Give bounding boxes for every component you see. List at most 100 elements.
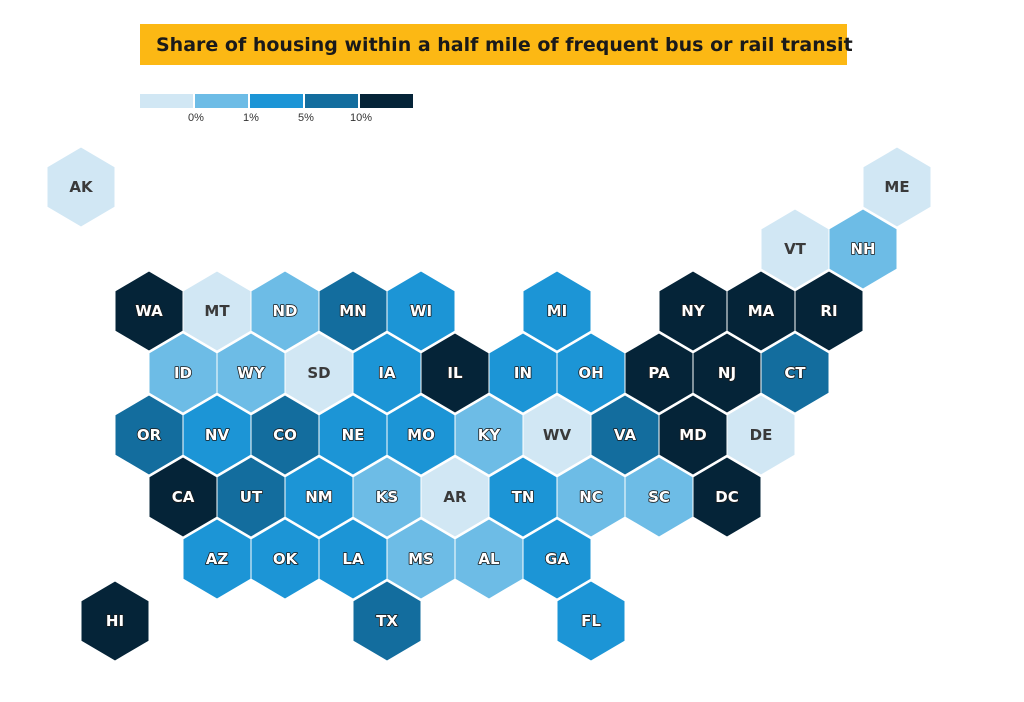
state-label: WA — [135, 302, 163, 320]
state-label: GA — [545, 550, 569, 568]
state-hex-ri[interactable]: RI — [794, 270, 864, 352]
state-hex-nm[interactable]: NM — [284, 456, 354, 538]
state-label: NH — [850, 240, 875, 258]
state-label: NV — [205, 426, 230, 444]
state-hex-mi[interactable]: MI — [522, 270, 592, 352]
state-label: KS — [376, 488, 398, 506]
state-hex-nj[interactable]: NJ — [692, 332, 762, 414]
state-hex-shape[interactable] — [556, 580, 626, 662]
state-label: UT — [240, 488, 263, 506]
state-hex-nd[interactable]: ND — [250, 270, 320, 352]
state-label: AZ — [206, 550, 229, 568]
state-hex-shape[interactable] — [352, 580, 422, 662]
state-hex-me[interactable]: ME — [862, 146, 932, 228]
state-hex-tn[interactable]: TN — [488, 456, 558, 538]
state-label: WI — [410, 302, 432, 320]
state-hex-shape[interactable] — [692, 456, 762, 538]
state-label: PA — [648, 364, 670, 382]
legend-tick-label: 0% — [188, 112, 204, 124]
state-label: OK — [273, 550, 299, 568]
state-hex-az[interactable]: AZ — [182, 518, 252, 600]
state-hex-mo[interactable]: MO — [386, 394, 456, 476]
state-label: KY — [478, 426, 502, 444]
legend-swatch — [195, 94, 248, 108]
state-label: MI — [547, 302, 568, 320]
state-label: IL — [447, 364, 463, 382]
state-hex-shape[interactable] — [760, 332, 830, 414]
state-hex-ma[interactable]: MA — [726, 270, 796, 352]
state-label: VA — [614, 426, 637, 444]
state-label: NM — [305, 488, 332, 506]
state-label: NY — [681, 302, 706, 320]
state-hex-nc[interactable]: NC — [556, 456, 626, 538]
state-label: TX — [376, 612, 398, 630]
legend-tick-label: 5% — [298, 112, 314, 124]
state-hex-shape[interactable] — [726, 394, 796, 476]
state-label: DE — [750, 426, 773, 444]
state-hex-mn[interactable]: MN — [318, 270, 388, 352]
state-hex-ne[interactable]: NE — [318, 394, 388, 476]
state-hex-nv[interactable]: NV — [182, 394, 252, 476]
state-label: WY — [237, 364, 266, 382]
state-label: AK — [69, 178, 94, 196]
state-hex-shape[interactable] — [46, 146, 116, 228]
state-label: CT — [784, 364, 806, 382]
state-label: ND — [272, 302, 297, 320]
state-hex-ks[interactable]: KS — [352, 456, 422, 538]
state-label: OR — [137, 426, 162, 444]
state-hex-ga[interactable]: GA — [522, 518, 592, 600]
state-label: MA — [748, 302, 775, 320]
legend-swatch — [140, 94, 193, 108]
state-hex-shape[interactable] — [828, 208, 898, 290]
state-hex-wy[interactable]: WY — [216, 332, 286, 414]
state-hex-ia[interactable]: IA — [352, 332, 422, 414]
metric-dropdown[interactable]: Share of housing within a half mile of f… — [140, 24, 853, 65]
state-label: AL — [478, 550, 500, 568]
state-hex-ar[interactable]: AR — [420, 456, 490, 538]
state-label: DC — [715, 488, 738, 506]
state-hex-hi[interactable]: HI — [80, 580, 150, 662]
state-label: LA — [342, 550, 364, 568]
state-label: IN — [514, 364, 532, 382]
state-hex-shape[interactable] — [522, 518, 592, 600]
state-label: SC — [648, 488, 670, 506]
state-hex-shape[interactable] — [80, 580, 150, 662]
state-hex-wi[interactable]: WI — [386, 270, 456, 352]
state-hex-or[interactable]: OR — [114, 394, 184, 476]
state-hex-ms[interactable]: MS — [386, 518, 456, 600]
state-label: VT — [784, 240, 807, 258]
state-label: CO — [273, 426, 297, 444]
legend-swatches — [140, 94, 416, 108]
state-label: FL — [581, 612, 601, 630]
state-hex-la[interactable]: LA — [318, 518, 388, 600]
state-hex-ok[interactable]: OK — [250, 518, 320, 600]
state-label: TN — [512, 488, 535, 506]
state-label: HI — [106, 612, 124, 630]
state-label: MT — [204, 302, 230, 320]
state-hex-oh[interactable]: OH — [556, 332, 626, 414]
state-label: NE — [342, 426, 365, 444]
state-hex-shape[interactable] — [386, 270, 456, 352]
state-label: WV — [543, 426, 572, 444]
state-hex-id[interactable]: ID — [148, 332, 218, 414]
state-hex-fl[interactable]: FL — [556, 580, 626, 662]
state-hex-de[interactable]: DE — [726, 394, 796, 476]
state-label: ME — [884, 178, 909, 196]
state-hex-ut[interactable]: UT — [216, 456, 286, 538]
state-hex-dc[interactable]: DC — [692, 456, 762, 538]
state-hex-sc[interactable]: SC — [624, 456, 694, 538]
state-hex-shape[interactable] — [862, 146, 932, 228]
state-hex-shape[interactable] — [794, 270, 864, 352]
state-label: MN — [339, 302, 366, 320]
state-hex-vt[interactable]: VT — [760, 208, 830, 290]
state-hex-tx[interactable]: TX — [352, 580, 422, 662]
state-label: CA — [172, 488, 195, 506]
state-hex-shape[interactable] — [522, 270, 592, 352]
state-hex-ak[interactable]: AK — [46, 146, 116, 228]
state-hex-nh[interactable]: NH — [828, 208, 898, 290]
state-hex-ky[interactable]: KY — [454, 394, 524, 476]
state-label: MD — [679, 426, 706, 444]
state-hex-ct[interactable]: CT — [760, 332, 830, 414]
state-label: IA — [378, 364, 396, 382]
metric-dropdown-label: Share of housing within a half mile of f… — [156, 33, 853, 56]
